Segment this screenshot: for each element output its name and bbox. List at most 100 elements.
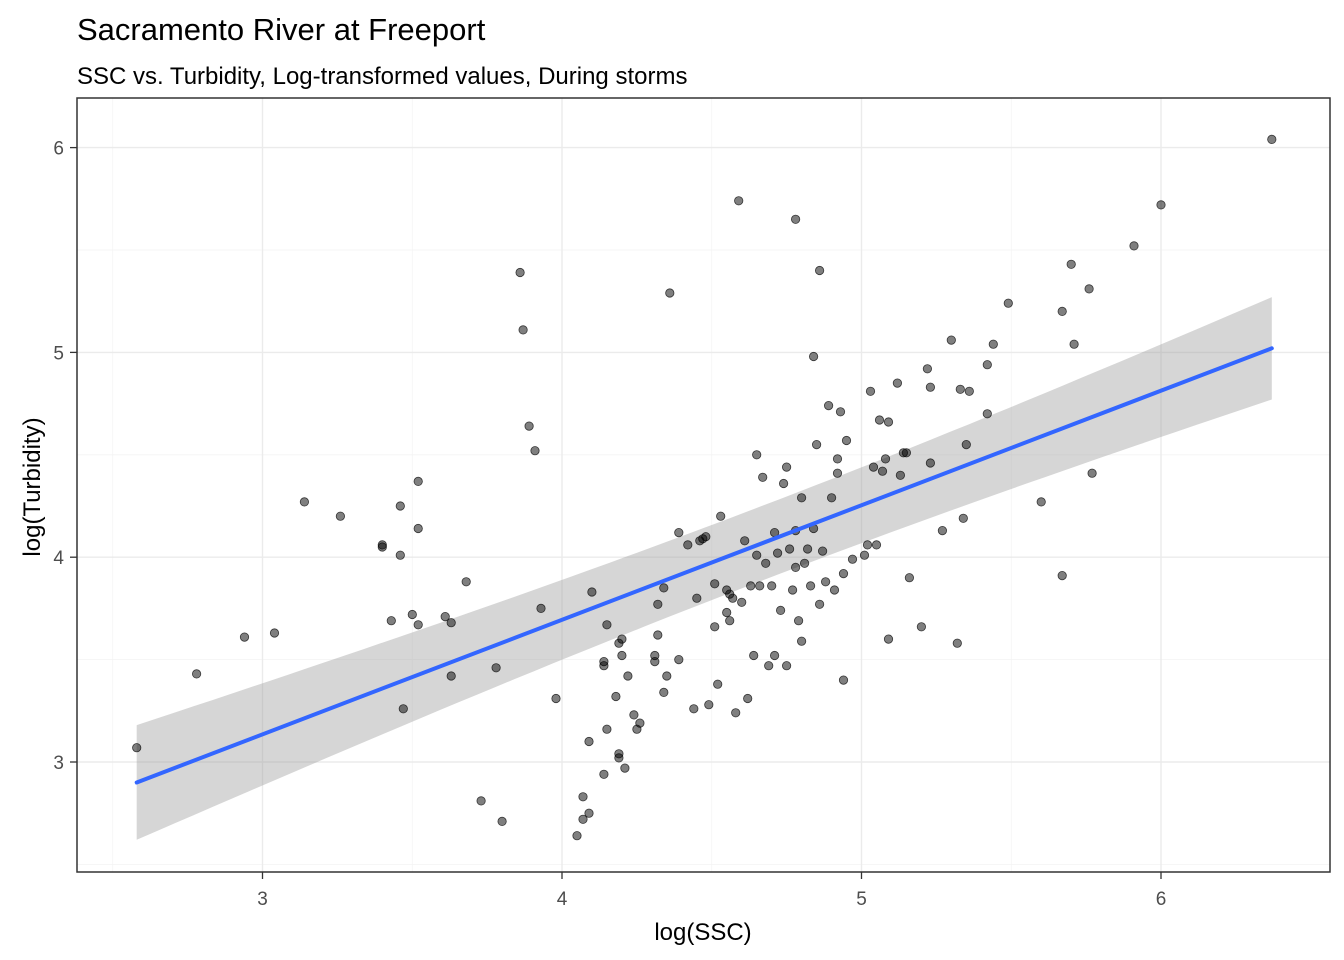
data-point (826, 493, 837, 503)
data-point (946, 335, 956, 345)
data-point (799, 558, 810, 568)
minor-gridlines (77, 98, 1330, 872)
data-point (614, 753, 624, 763)
data-point (775, 605, 786, 616)
data-point (790, 214, 801, 224)
data-point (476, 796, 486, 806)
data-point (796, 636, 807, 646)
data-point (659, 583, 669, 593)
x-tick-label: 4 (557, 889, 568, 910)
data-point (386, 616, 396, 626)
data-point (859, 550, 870, 560)
data-point (793, 616, 804, 626)
data-point (710, 579, 720, 589)
confidence-band-layer (136, 297, 1272, 840)
data-point (784, 544, 795, 554)
data-point (772, 548, 783, 558)
data-point (701, 532, 711, 542)
confidence-band (136, 297, 1272, 840)
y-axis-ticks: 3 4 5 6 (53, 139, 77, 774)
data-point (239, 632, 250, 642)
data-point (874, 415, 885, 425)
data-point (524, 421, 534, 431)
data-point (955, 384, 965, 394)
data-point (781, 462, 792, 472)
data-point (865, 386, 876, 396)
data-point (829, 585, 840, 595)
data-point (407, 609, 417, 620)
data-point (192, 669, 202, 679)
data-point (674, 527, 684, 538)
data-point (635, 718, 645, 728)
data-point (740, 536, 750, 546)
data-point (832, 454, 843, 464)
data-point (710, 622, 720, 632)
data-point (982, 360, 992, 370)
fit-line-layer (134, 346, 1274, 785)
data-point (1003, 298, 1013, 308)
data-point (746, 581, 756, 591)
data-point (1087, 468, 1097, 478)
data-point (841, 435, 852, 446)
panel-border (76, 97, 1331, 873)
data-point (572, 831, 582, 841)
data-point (877, 466, 888, 476)
data-point (692, 593, 702, 603)
data-point (395, 501, 405, 511)
data-point (413, 620, 423, 630)
data-point (536, 603, 546, 614)
data-point (880, 454, 891, 464)
data-point (1057, 306, 1067, 316)
chart-title: Sacramento River at Freeport (77, 12, 486, 47)
data-point (551, 693, 561, 704)
data-point (269, 628, 280, 638)
x-tick-label: 5 (856, 889, 867, 910)
data-point (578, 792, 588, 802)
y-tick-label: 4 (53, 548, 64, 569)
data-point (895, 470, 906, 480)
data-point (1069, 339, 1079, 349)
data-point (611, 691, 621, 702)
y-tick-label: 6 (53, 139, 64, 160)
data-point (814, 265, 825, 276)
y-tick-label: 3 (53, 753, 64, 774)
data-point (925, 458, 936, 468)
chart-subtitle: SSC vs. Turbidity, Log-transformed value… (77, 63, 687, 90)
data-point (599, 769, 609, 779)
data-point (398, 704, 408, 714)
data-point (749, 650, 759, 661)
data-point (734, 196, 744, 206)
data-point (868, 462, 879, 472)
data-point (578, 814, 588, 824)
data-point (515, 267, 525, 278)
data-point (916, 622, 927, 632)
x-tick-label: 3 (257, 889, 268, 910)
data-point (892, 378, 903, 388)
data-point (1066, 259, 1076, 269)
data-point (659, 687, 669, 698)
data-point (662, 671, 672, 681)
y-axis-title: log(Turbidity) (19, 417, 46, 556)
data-point (1057, 570, 1067, 581)
data-points-layer (132, 134, 1277, 841)
data-point (602, 724, 612, 734)
major-gridlines (77, 98, 1330, 872)
data-point (883, 417, 894, 427)
data-point (862, 540, 873, 550)
data-point (413, 476, 423, 486)
data-point (713, 679, 723, 689)
data-point (922, 364, 933, 374)
data-point (725, 616, 735, 626)
data-point (764, 661, 774, 671)
data-point (787, 585, 798, 595)
x-tick-label: 6 (1156, 889, 1167, 910)
data-point (446, 671, 456, 681)
data-point (964, 386, 974, 396)
data-point (805, 581, 816, 591)
data-point (1267, 134, 1277, 144)
data-point (1129, 241, 1139, 251)
data-point (901, 448, 912, 458)
data-point (617, 650, 627, 661)
data-point (587, 587, 597, 597)
data-point (584, 736, 594, 747)
